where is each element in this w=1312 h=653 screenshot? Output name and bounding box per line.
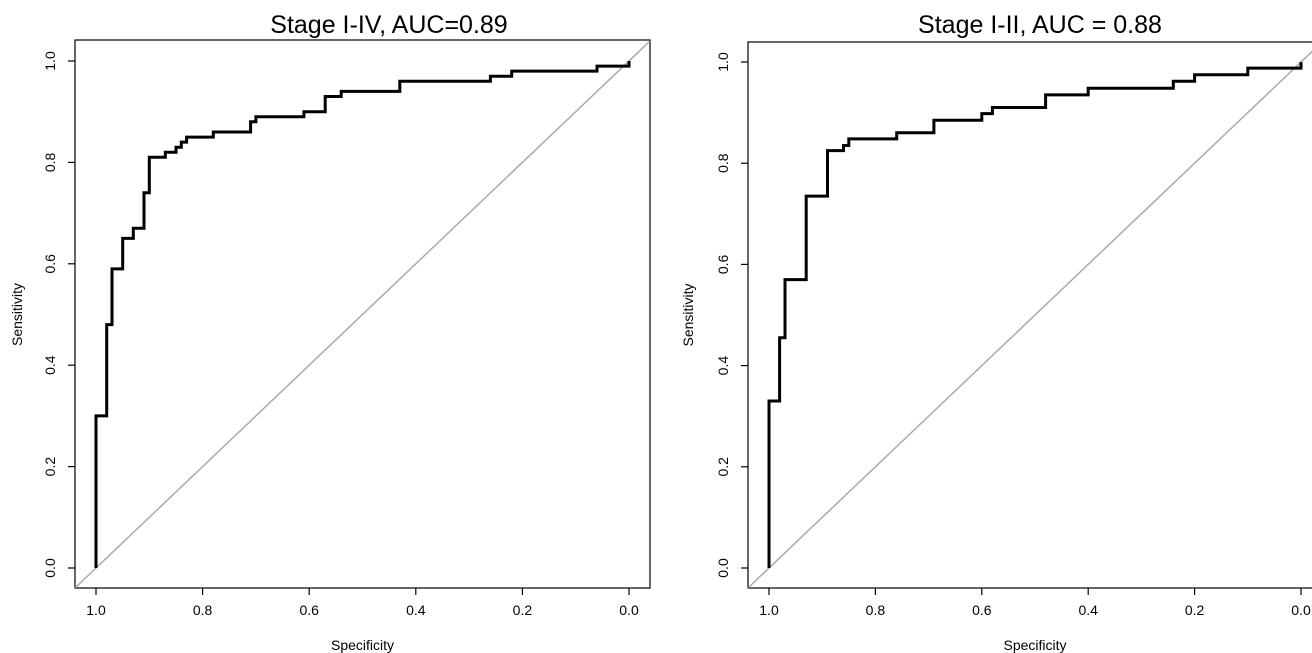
reference-diagonal [75,40,650,588]
y-tick-label: 0.8 [42,152,58,172]
x-axis-label: Specificity [1003,637,1066,653]
chart-title: Stage I-IV, AUC=0.89 [270,11,507,39]
roc-panel-stage-i-ii: Stage I-II, AUC = 0.88 1.0 0.8 0.6 0.4 0.2 0.0… [680,11,1312,653]
x-tick-label: 0.2 [513,602,533,618]
x-tick-label: 0.6 [299,602,319,618]
roc-panel-stage-i-iv: Stage I-IV, AUC=0.89 1.0 0.8 0.6 0.4 0.2 0.0 0.… [9,11,651,653]
y-axis-label: Sensitivity [680,283,696,346]
plot-frame [74,39,651,589]
x-tick-label: 0.2 [1185,602,1205,618]
y-tick-label: 0.4 [715,356,731,376]
y-tick-label: 0.6 [42,254,58,274]
plot-frame [747,41,1312,589]
x-tick-label: 0.8 [193,602,213,618]
x-tick-label: 0.4 [1078,602,1098,618]
roc-curve [94,61,631,568]
y-tick-label: 1.0 [715,52,731,72]
y-tick-label: 0.2 [715,457,731,477]
x-tick-label: 0.0 [619,602,639,618]
x-axis-label: Specificity [331,637,394,653]
roc-curve [767,62,1303,568]
x-tick-label: 0.0 [1291,602,1311,618]
y-tick-label: 0.6 [715,254,731,274]
x-tick-label: 1.0 [759,602,779,618]
chart-title: Stage I-II, AUC = 0.88 [918,11,1162,39]
x-tick-label: 0.4 [406,602,426,618]
y-tick-label: 1.0 [42,51,58,71]
y-axis-label: Sensitivity [9,283,25,346]
y-tick-label: 0.2 [42,457,58,477]
x-tick-label: 0.8 [866,602,886,618]
y-tick-label: 0.8 [715,153,731,173]
x-tick-label: 0.6 [972,602,992,618]
y-tick-label: 0.0 [715,558,731,578]
y-tick-label: 0.4 [42,355,58,375]
x-tick-label: 1.0 [86,602,106,618]
reference-diagonal [748,50,1312,588]
y-tick-label: 0.0 [42,558,58,578]
